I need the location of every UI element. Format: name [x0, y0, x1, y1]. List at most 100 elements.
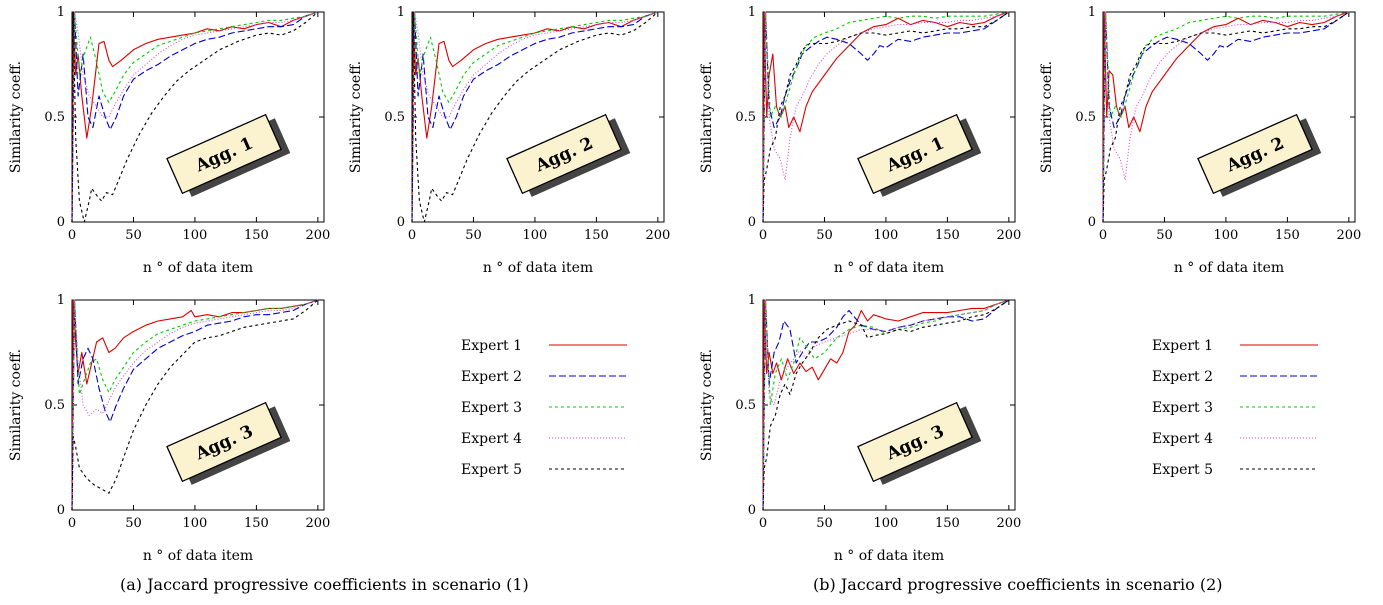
- legend-label-expert-3: Expert 3: [461, 400, 522, 416]
- y-tick-label: 1: [397, 5, 405, 20]
- x-tick-label: 50: [1156, 228, 1173, 243]
- y-tick-label: 1: [57, 5, 65, 20]
- series-line-expert-1: [1102, 11, 1350, 223]
- series-line-expert-3: [71, 299, 319, 511]
- aggregation-tag: Agg. 3: [857, 401, 982, 485]
- y-tick-label: 0: [1088, 215, 1096, 230]
- x-tick-label: 100: [523, 228, 548, 243]
- x-tick-label: 200: [1336, 228, 1361, 243]
- x-axis-label: n ° of data item: [834, 548, 944, 564]
- series-line-expert-3: [71, 11, 319, 223]
- x-tick-label: 100: [1214, 228, 1239, 243]
- aggregation-tag: Agg. 1: [166, 113, 291, 197]
- aggregation-tag-box: [166, 401, 282, 483]
- x-tick-label: 100: [874, 516, 899, 531]
- x-axis-label: n ° of data item: [143, 548, 253, 564]
- series-line-expert-2: [762, 299, 1010, 511]
- y-axis-label: Similarity coeff.: [348, 61, 364, 173]
- x-tick-label: 100: [874, 228, 899, 243]
- series-line-expert-4: [411, 11, 659, 223]
- legend-label-expert-4: Expert 4: [461, 431, 522, 447]
- x-axis-label: n ° of data item: [483, 260, 593, 276]
- y-tick-label: 1: [748, 5, 756, 20]
- x-tick-label: 200: [305, 228, 330, 243]
- series-line-expert-2: [411, 11, 659, 223]
- legend-label-expert-3: Expert 3: [1152, 400, 1213, 416]
- aggregation-tag: Agg. 3: [166, 401, 291, 485]
- aggregation-tag-box: [857, 401, 973, 483]
- y-tick-label: 0: [748, 215, 756, 230]
- x-tick-label: 150: [244, 228, 269, 243]
- aggregation-tag-box: [506, 113, 622, 195]
- series-line-expert-1: [762, 11, 1010, 223]
- x-tick-label: 0: [408, 228, 416, 243]
- x-axis-label: n ° of data item: [834, 260, 944, 276]
- x-tick-label: 50: [816, 516, 833, 531]
- series-line-expert-5: [1102, 11, 1350, 223]
- series-line-expert-3: [1102, 11, 1349, 223]
- x-tick-label: 200: [645, 228, 670, 243]
- series-line-expert-5: [71, 11, 319, 223]
- y-axis-label: Similarity coeff.: [699, 349, 715, 461]
- series-line-expert-3: [762, 299, 1010, 511]
- caption-scenario-1: (a) Jaccard progressive coefficients in …: [120, 575, 529, 594]
- legend-label-expert-2: Expert 2: [1152, 369, 1213, 385]
- chart-panel-5: 0 50 100 150 200 0 0.5 1 n ° of data item Similar…: [1039, 5, 1361, 276]
- legend-scenario-2: Expert 1 Expert 2 Expert 3 Expert 4 Expert 5: [1152, 338, 1318, 478]
- y-tick-label: 0.5: [1075, 110, 1096, 125]
- x-tick-label: 50: [125, 228, 142, 243]
- x-tick-label: 150: [1275, 228, 1300, 243]
- y-tick-label: 0.5: [735, 110, 756, 125]
- chart-panel-3: 0 50 100 150 200 0 0.5 1 n ° of data item Similar…: [8, 293, 330, 564]
- x-tick-label: 0: [1099, 228, 1107, 243]
- series-line-expert-5: [71, 299, 319, 511]
- legend-label-expert-5: Expert 5: [1152, 462, 1213, 478]
- aggregation-tag-box: [1197, 113, 1313, 195]
- legend-label-expert-1: Expert 1: [1152, 338, 1213, 354]
- series-line-expert-2: [1102, 11, 1350, 223]
- series-line-expert-2: [71, 11, 319, 223]
- series-line-expert-5: [411, 11, 659, 223]
- aggregation-tag: Agg. 2: [506, 113, 631, 197]
- x-tick-label: 0: [759, 516, 767, 531]
- x-axis-label: n ° of data item: [1174, 260, 1284, 276]
- y-tick-label: 0.5: [384, 110, 405, 125]
- y-tick-label: 0: [57, 503, 65, 518]
- y-tick-label: 0: [397, 215, 405, 230]
- x-tick-label: 200: [996, 516, 1021, 531]
- y-axis-label: Similarity coeff.: [8, 349, 24, 461]
- legend-label-expert-5: Expert 5: [461, 462, 522, 478]
- legend-label-expert-2: Expert 2: [461, 369, 522, 385]
- aggregation-tag-box: [166, 113, 282, 195]
- x-tick-label: 200: [996, 228, 1021, 243]
- x-tick-label: 50: [125, 516, 142, 531]
- series-line-expert-5: [762, 299, 1010, 511]
- y-tick-label: 0.5: [44, 110, 65, 125]
- x-tick-label: 100: [183, 228, 208, 243]
- legend-label-expert-4: Expert 4: [1152, 431, 1213, 447]
- legend-label-expert-1: Expert 1: [461, 338, 522, 354]
- legend-scenario-1: Expert 1 Expert 2 Expert 3 Expert 4 Expert 5: [461, 338, 627, 478]
- y-axis-label: Similarity coeff.: [8, 61, 24, 173]
- y-tick-label: 0: [748, 503, 756, 518]
- series-line-expert-3: [762, 11, 1009, 223]
- y-tick-label: 1: [57, 293, 65, 308]
- x-tick-label: 0: [68, 228, 76, 243]
- x-tick-label: 150: [244, 516, 269, 531]
- chart-panel-4: 0 50 100 150 200 0 0.5 1 n ° of data item Similar…: [699, 5, 1021, 276]
- x-tick-label: 150: [584, 228, 609, 243]
- y-tick-label: 0.5: [44, 398, 65, 413]
- x-axis-label: n ° of data item: [143, 260, 253, 276]
- series-line-expert-3: [411, 11, 659, 223]
- aggregation-tag: Agg. 2: [1197, 113, 1322, 197]
- caption-scenario-2: (b) Jaccard progressive coefficients in …: [813, 575, 1222, 594]
- x-tick-label: 0: [759, 228, 767, 243]
- y-axis-label: Similarity coeff.: [699, 61, 715, 173]
- y-tick-label: 0.5: [735, 398, 756, 413]
- chart-panel-6: 0 50 100 150 200 0 0.5 1 n ° of data item Similar…: [699, 293, 1021, 564]
- x-tick-label: 100: [183, 516, 208, 531]
- series-line-expert-2: [71, 299, 319, 511]
- series-line-expert-1: [762, 299, 1010, 511]
- series-line-expert-1: [411, 11, 659, 223]
